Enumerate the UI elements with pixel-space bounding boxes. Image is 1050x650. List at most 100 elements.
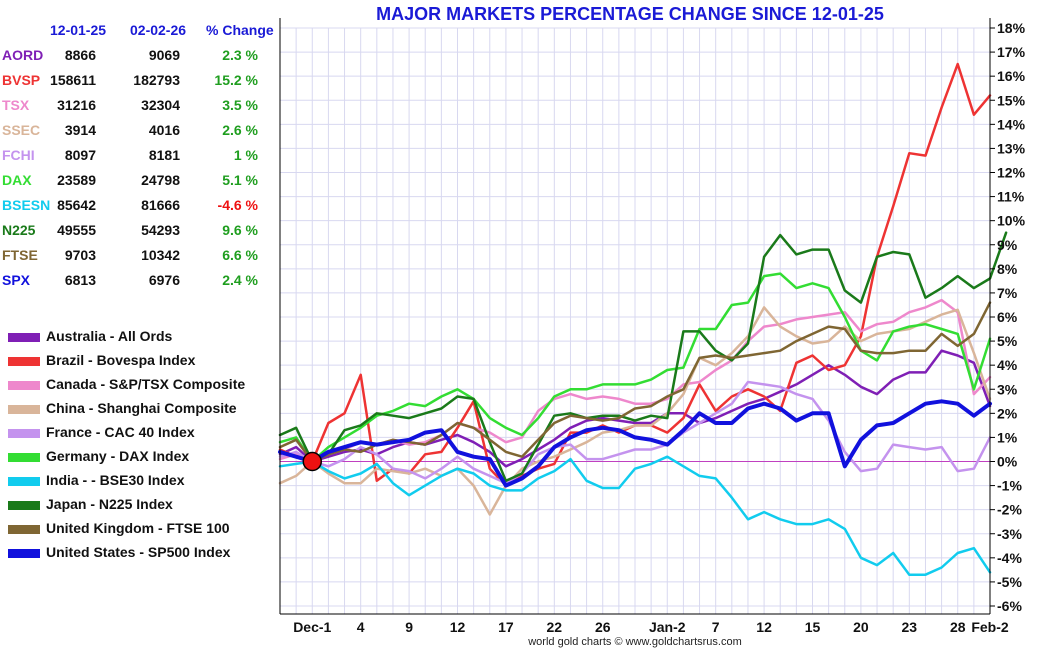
- y-tick-label: 15%: [997, 92, 1026, 108]
- table-row: SPX 6813 6976 2.4 %: [2, 272, 292, 292]
- cell-end: 32304: [141, 97, 180, 113]
- series-line-5: [278, 380, 992, 485]
- legend-label: China - Shanghai Composite: [46, 400, 237, 416]
- y-tick-label: -5%: [997, 574, 1022, 590]
- legend-item: India - - BSE30 Index: [6, 472, 286, 492]
- cell-symbol: FCHI: [2, 147, 35, 163]
- table-row: FTSE 9703 10342 6.6 %: [2, 247, 292, 267]
- legend-label: Germany - DAX Index: [46, 448, 190, 464]
- y-tick-label: 8%: [997, 261, 1018, 277]
- legend-label: Canada - S&P/TSX Composite: [46, 376, 246, 392]
- cell-symbol: SSEC: [2, 122, 41, 138]
- cell-change: 1 %: [233, 147, 258, 163]
- x-tick-label: 15: [805, 619, 821, 635]
- cell-start: 23589: [57, 172, 96, 188]
- y-tick-label: 3%: [997, 381, 1018, 397]
- cell-end: 54293: [141, 222, 180, 238]
- y-tick-label: 12%: [997, 165, 1026, 181]
- legend-item: China - Shanghai Composite: [6, 400, 286, 420]
- y-tick-label: 9%: [997, 237, 1018, 253]
- y-tick-label: 4%: [997, 357, 1018, 373]
- cell-symbol: BSESN: [2, 197, 51, 213]
- cell-start: 158611: [50, 72, 96, 88]
- cell-start: 31216: [57, 97, 96, 113]
- cell-symbol: AORD: [2, 47, 44, 63]
- legend-item: United Kingdom - FTSE 100: [6, 520, 286, 540]
- legend-swatch: [8, 501, 40, 510]
- legend-swatch: [8, 477, 40, 486]
- y-tick-label: 5%: [997, 333, 1018, 349]
- cell-end: 182793: [133, 72, 180, 88]
- axes: [279, 18, 991, 615]
- series-line-8: [278, 231, 1008, 483]
- legend-swatch: [8, 525, 40, 534]
- cell-end: 24798: [141, 172, 180, 188]
- y-tick-label: -4%: [997, 550, 1022, 566]
- x-tick-label: Dec-1: [293, 619, 331, 635]
- legend-label: India - - BSE30 Index: [46, 472, 185, 488]
- x-tick-label: 9: [405, 619, 413, 635]
- cell-change: 15.2 %: [214, 72, 258, 88]
- y-tick-label: -1%: [997, 478, 1022, 494]
- y-tick-label: -3%: [997, 526, 1022, 542]
- legend-swatch: [8, 453, 40, 462]
- series-line-6: [278, 272, 992, 463]
- table-row: BSESN 85642 81666 -4.6 %: [2, 197, 292, 217]
- x-tick-label: Jan-2: [649, 619, 686, 635]
- x-tick-label: 12: [450, 619, 466, 635]
- chart-title: MAJOR MARKETS PERCENTAGE CHANGE SINCE 12…: [376, 4, 884, 24]
- x-tick-label: Feb-2: [971, 619, 1009, 635]
- x-tick-label: 26: [595, 619, 611, 635]
- legend-swatch: [8, 429, 40, 438]
- series-line-4: [278, 306, 992, 516]
- cell-start: 85642: [57, 197, 96, 213]
- cell-end: 6976: [148, 272, 180, 288]
- legend-label: United States - SP500 Index: [46, 544, 231, 560]
- x-tick-label: 4: [357, 619, 365, 635]
- cell-start: 6813: [64, 272, 96, 288]
- grid: [279, 27, 991, 614]
- table-row: SSEC 3914 4016 2.6 %: [2, 122, 292, 142]
- y-tick-label: 16%: [997, 68, 1026, 84]
- cell-change: 2.6 %: [222, 122, 258, 138]
- table-row: DAX 23589 24798 5.1 %: [2, 172, 292, 192]
- y-tick-labels: 18% 17% 16% 15% 14% 13% 12% 11% 10% 9% 8% 7% 6% 5% 4% 3…: [990, 20, 1026, 614]
- cell-end: 4016: [148, 122, 180, 138]
- cell-symbol: TSX: [2, 97, 30, 113]
- legend-item: Australia - All Ords: [6, 328, 286, 348]
- cell-start: 8097: [64, 147, 96, 163]
- y-tick-label: 7%: [997, 285, 1018, 301]
- legend-label: France - CAC 40 Index: [46, 424, 195, 440]
- series-line-1: [278, 349, 992, 468]
- cell-end: 81666: [141, 197, 180, 213]
- y-tick-label: 10%: [997, 213, 1026, 229]
- x-tick-label: 7: [712, 619, 720, 635]
- table-row: N225 49555 54293 9.6 %: [2, 222, 292, 242]
- cell-change: 5.1 %: [222, 172, 258, 188]
- table-row: TSX 31216 32304 3.5 %: [2, 97, 292, 117]
- origin-marker: [302, 451, 323, 472]
- y-tick-label: 0%: [997, 454, 1018, 470]
- table-row: FCHI 8097 8181 1 %: [2, 147, 292, 167]
- x-tick-label: 20: [853, 619, 869, 635]
- cell-symbol: N225: [2, 222, 36, 238]
- cell-end: 10342: [141, 247, 180, 263]
- cell-start: 49555: [57, 222, 96, 238]
- header-end-date: 02-02-26: [130, 22, 187, 38]
- cell-change: -4.6 %: [217, 197, 258, 213]
- x-tick-label: 22: [547, 619, 563, 635]
- cell-change: 3.5 %: [222, 97, 258, 113]
- cell-change: 2.3 %: [222, 47, 258, 63]
- legend-item: Japan - N225 Index: [6, 496, 286, 516]
- header-change: % Change: [206, 22, 274, 38]
- legend-item: Canada - S&P/TSX Composite: [6, 376, 286, 396]
- y-tick-label: -6%: [997, 598, 1022, 614]
- cell-end: 9069: [148, 47, 180, 63]
- x-tick-label: 17: [498, 619, 514, 635]
- legend-label: Australia - All Ords: [46, 328, 173, 344]
- legend-label: Brazil - Bovespa Index: [46, 352, 196, 368]
- y-tick-label: 11%: [997, 189, 1025, 205]
- y-tick-label: -2%: [997, 502, 1022, 518]
- cell-change: 6.6 %: [222, 247, 258, 263]
- origin-marker-circle: [302, 451, 323, 472]
